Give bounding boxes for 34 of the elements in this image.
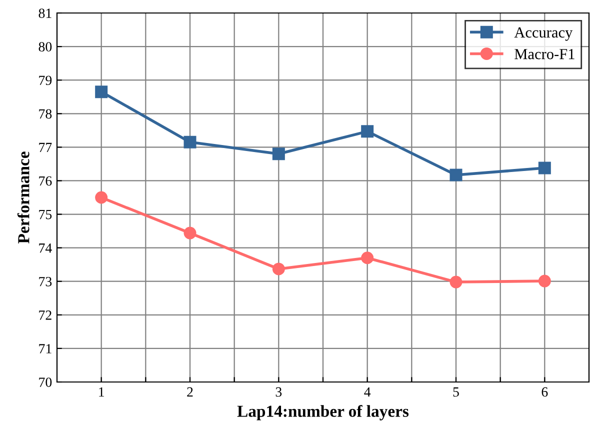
point [184,136,196,148]
point [95,86,108,98]
legend-label: Accuracy [514,27,573,41]
y-tick-label: 70 [39,378,52,387]
point [538,162,551,174]
point [95,191,108,204]
x-tick-label: 3 [276,387,282,397]
y-tick-label: 80 [38,42,52,52]
y-tick-label: 74 [39,243,52,253]
x-tick-label: 2 [187,387,193,396]
y-tick-label: 78 [39,109,52,119]
y-tick-label: 72 [39,310,52,320]
y-tick-label: 76 [39,176,52,186]
y-axis-title: Performance [17,152,30,244]
x-tick-label: 4 [364,387,371,396]
point [450,276,462,288]
legend-label: Macro-F1 [514,48,574,60]
point [272,262,285,276]
point [538,274,551,288]
x-tick-label: 5 [453,387,459,397]
x-tick-label: 6 [542,387,548,397]
point [361,252,374,264]
point [184,226,196,240]
y-tick-label: 77 [39,142,52,152]
x-tick-label: 1 [99,387,104,396]
x-axis-title: Lap14:number of layers [237,405,409,420]
y-tick-label: 79 [39,76,52,86]
point [361,125,374,138]
y-tick-label: 71 [39,344,52,354]
point [450,168,462,182]
point [272,148,285,160]
y-tick-label: 81 [38,8,52,18]
y-tick-label: 73 [39,276,52,286]
y-tick-label: 75 [39,210,52,220]
